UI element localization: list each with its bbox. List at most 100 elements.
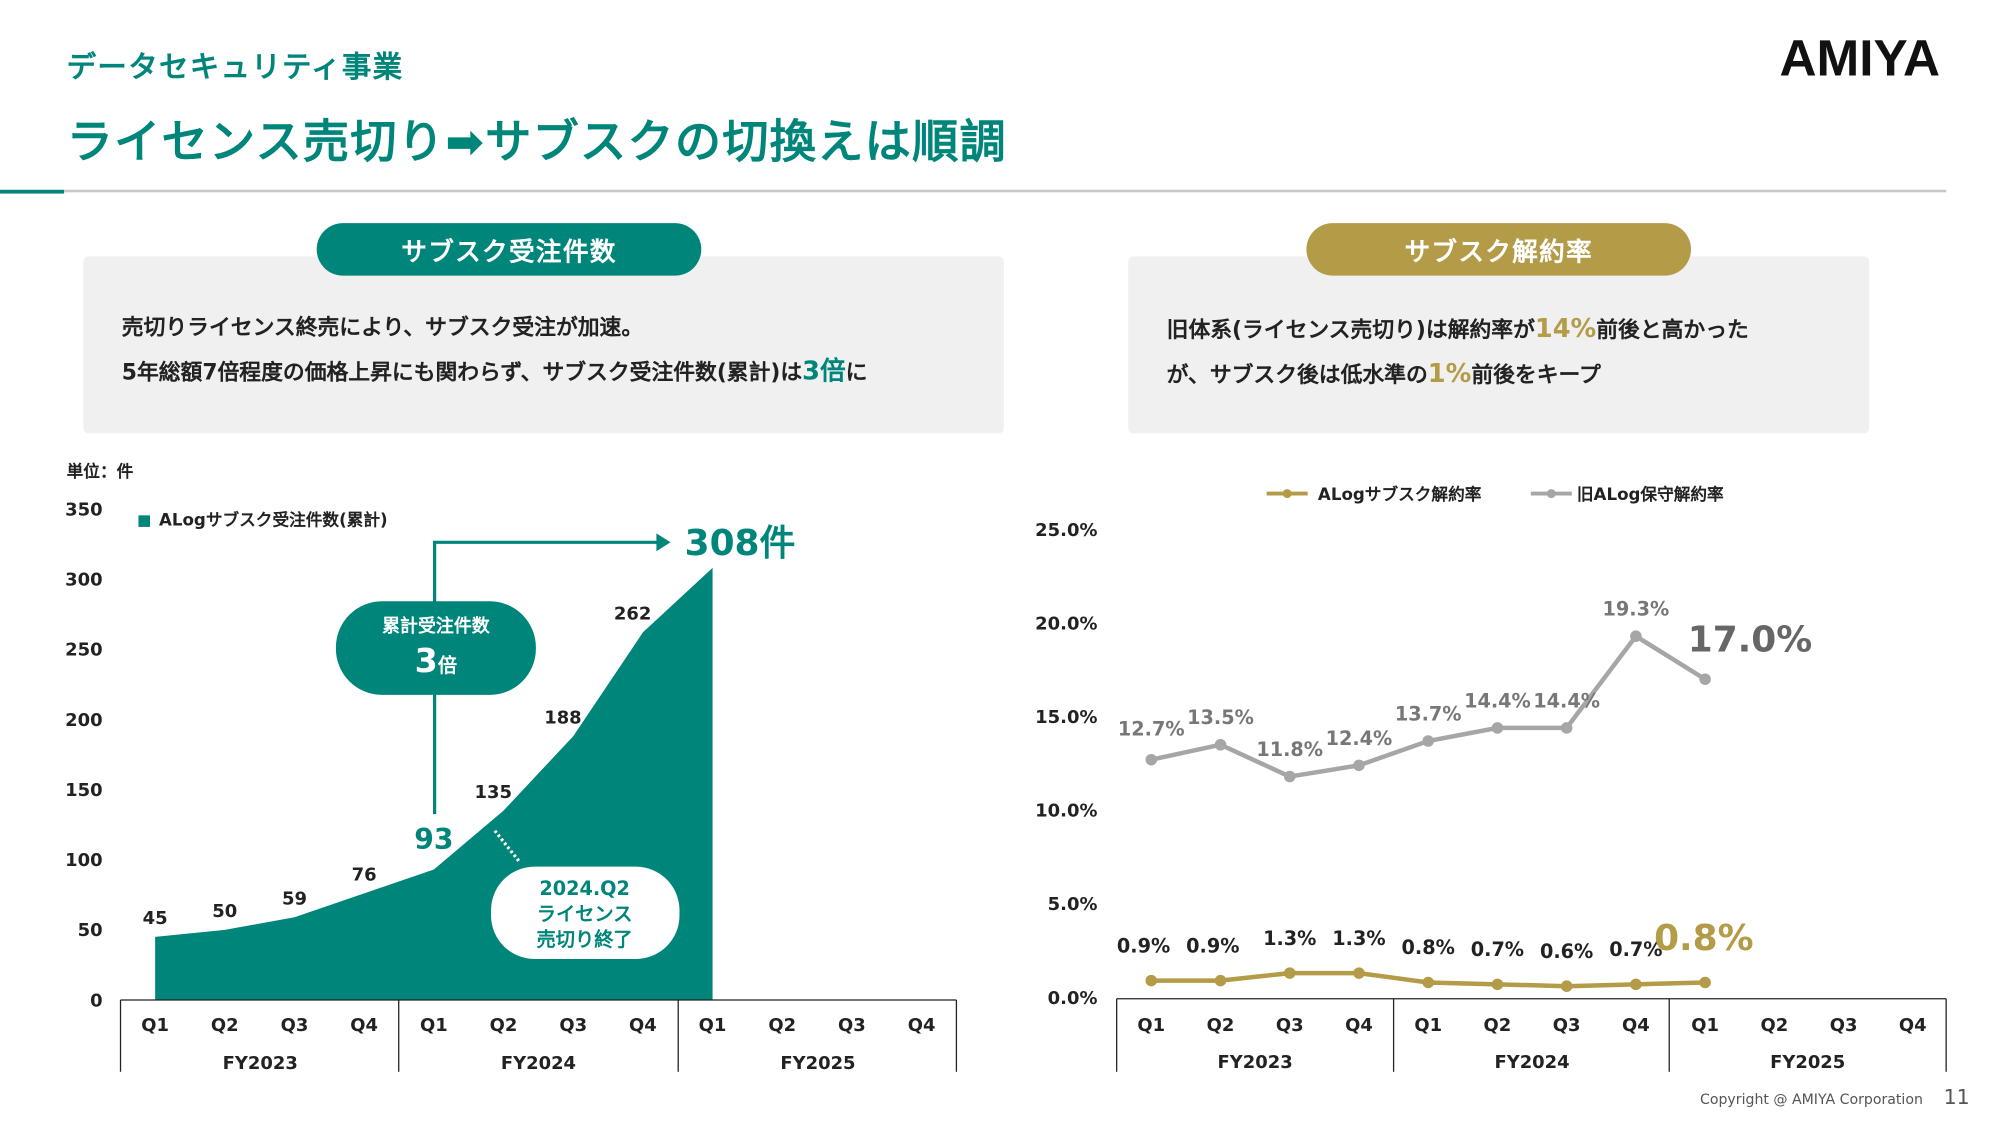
data-point xyxy=(1560,980,1573,992)
data-label: 13.7% xyxy=(1395,702,1462,725)
data-label: 14.4% xyxy=(1533,689,1600,712)
y-tick-label: 150 xyxy=(65,780,102,801)
x-tick-label: Q4 xyxy=(908,1015,936,1036)
x-group-label: FY2024 xyxy=(501,1053,576,1074)
data-label: 76 xyxy=(352,865,377,886)
right-summary-panel: 旧体系(ライセンス売切り)は解約率が14%前後と高かった が、サブスク後は低水準… xyxy=(1128,256,1870,434)
legend-label: ALogサブスク解約率 xyxy=(1318,484,1482,504)
data-point xyxy=(1145,753,1158,766)
x-tick-label: Q2 xyxy=(1207,1015,1235,1036)
left-summary-line2: 5年総額7倍程度の価格上昇にも関わらず、サブスク受注件数(累計)は3倍に xyxy=(122,350,868,395)
title-rule-accent xyxy=(0,189,65,194)
title-rule xyxy=(64,189,1947,193)
copyright: Copyright @ AMIYA Corporation xyxy=(1699,1091,1923,1108)
data-label: 45 xyxy=(143,908,168,929)
legend-swatch xyxy=(138,515,150,527)
data-point xyxy=(1699,673,1711,685)
y-tick-label: 100 xyxy=(65,850,102,871)
text: 前後と高かった xyxy=(1596,317,1749,344)
x-tick-label: Q4 xyxy=(350,1015,378,1036)
data-label: 0.7% xyxy=(1609,938,1662,961)
data-point xyxy=(1353,759,1365,772)
y-tick-label: 350 xyxy=(65,499,102,520)
x-tick-label: Q2 xyxy=(490,1015,518,1036)
text: 5年総額7倍程度の価格上昇にも関わらず、サブスク受注件数(累計)は xyxy=(121,360,803,386)
data-point xyxy=(1283,967,1296,979)
data-label: 0.8% xyxy=(1402,936,1455,959)
arrow-head-icon xyxy=(656,533,671,552)
event-pill xyxy=(491,866,680,959)
growth-arrow-line xyxy=(433,540,659,815)
y-tick-label: 200 xyxy=(65,710,102,731)
x-group-label: FY2023 xyxy=(223,1053,298,1074)
right-summary-line1: 旧体系(ライセンス売切り)は解約率が14%前後と高かった xyxy=(1167,308,1749,353)
data-point xyxy=(1491,722,1504,734)
event-label: ライセンス xyxy=(537,903,633,926)
x-tick-label: Q2 xyxy=(211,1015,239,1036)
data-label: 50 xyxy=(212,901,237,922)
callout-number: 3 xyxy=(415,641,438,680)
total-label: 308件 xyxy=(685,523,796,564)
x-tick-label: Q2 xyxy=(1760,1015,1788,1036)
x-tick-label: Q1 xyxy=(699,1015,727,1036)
x-tick-label: Q1 xyxy=(1414,1015,1442,1036)
callout-title: 累計受注件数 xyxy=(382,615,491,637)
data-point xyxy=(1560,722,1573,734)
data-label: 1.3% xyxy=(1332,927,1385,950)
data-label-highlight: 93 xyxy=(414,823,453,856)
data-label: 59 xyxy=(282,888,307,909)
x-tick-label: Q2 xyxy=(1484,1015,1512,1036)
highlight-14: 14% xyxy=(1534,312,1597,344)
left-summary-line1: 売切りライセンス終売により、サブスク受注が加速。 xyxy=(121,315,644,342)
data-label: 0.7% xyxy=(1471,938,1524,961)
event-dotted-line xyxy=(493,829,521,863)
data-label: 1.3% xyxy=(1263,927,1316,950)
data-label: 0.9% xyxy=(1117,934,1170,957)
x-group-label: FY2025 xyxy=(780,1053,855,1074)
data-label: 14.4% xyxy=(1464,689,1531,712)
data-point xyxy=(1491,978,1504,991)
x-tick-label: Q2 xyxy=(768,1015,796,1036)
left-summary-panel: 売切りライセンス終売により、サブスク受注が加速。 5年総額7倍程度の価格上昇にも… xyxy=(83,256,1004,434)
data-point xyxy=(1214,974,1227,987)
page-number: 11 xyxy=(1943,1084,1970,1109)
data-label: 188 xyxy=(544,707,581,728)
data-label: 0.9% xyxy=(1186,934,1239,957)
y-tick-label: 25.0% xyxy=(1035,520,1097,541)
section-subtitle: データセキュリティ事業 xyxy=(66,51,404,85)
y-tick-label: 0 xyxy=(90,990,102,1011)
data-point xyxy=(1283,770,1296,783)
callout-unit: 倍 xyxy=(438,654,457,677)
x-group-label: FY2023 xyxy=(1218,1052,1293,1073)
y-tick-label: 10.0% xyxy=(1035,801,1097,822)
data-point xyxy=(1422,976,1434,989)
data-label: 12.4% xyxy=(1326,727,1393,750)
data-point xyxy=(1630,630,1642,642)
right-panel-pill: サブスク解約率 xyxy=(1306,223,1692,276)
text: 旧体系(ライセンス売切り)は解約率が xyxy=(1166,317,1535,344)
x-tick-label: Q1 xyxy=(1691,1015,1719,1036)
y-tick-label: 15.0% xyxy=(1035,707,1097,728)
x-tick-label: Q3 xyxy=(281,1015,309,1036)
data-label: 12.7% xyxy=(1118,717,1185,740)
callout-pill xyxy=(335,601,536,695)
text: に xyxy=(845,360,868,386)
x-tick-label: Q1 xyxy=(141,1015,169,1036)
data-label: 135 xyxy=(475,782,512,803)
data-point xyxy=(1145,974,1158,987)
event-label: 売切り終了 xyxy=(537,928,633,951)
x-tick-label: Q3 xyxy=(559,1015,587,1036)
highlight-1: 1% xyxy=(1427,357,1472,389)
left-panel-pill: サブスク受注件数 xyxy=(316,223,702,276)
x-tick-label: Q3 xyxy=(1276,1015,1304,1036)
x-tick-label: Q4 xyxy=(1899,1015,1927,1036)
x-tick-label: Q3 xyxy=(1830,1015,1858,1036)
data-point xyxy=(1214,738,1227,751)
x-tick-label: Q4 xyxy=(1345,1015,1373,1036)
data-point xyxy=(1630,978,1642,991)
y-tick-label: 50 xyxy=(78,920,103,941)
data-point xyxy=(1699,976,1711,989)
right-summary-line2: が、サブスク後は低水準の1%前後をキープ xyxy=(1167,353,1749,398)
